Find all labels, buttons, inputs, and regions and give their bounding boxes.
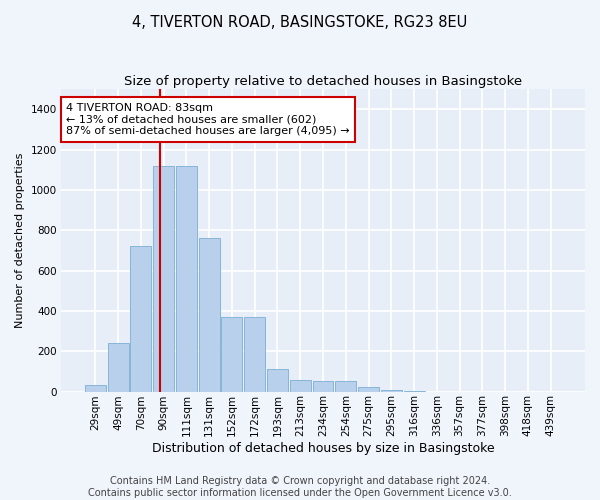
Bar [313,382,334,392]
X-axis label: Distribution of detached houses by size in Basingstoke: Distribution of detached houses by size … [152,442,494,455]
Bar [290,380,311,392]
Bar [107,343,128,392]
Bar [176,166,197,392]
Bar [381,390,402,392]
Bar [358,386,379,392]
Bar [199,238,220,392]
Bar [335,382,356,392]
Title: Size of property relative to detached houses in Basingstoke: Size of property relative to detached ho… [124,75,522,88]
Bar [153,166,174,392]
Bar [130,246,151,392]
Bar [221,317,242,392]
Y-axis label: Number of detached properties: Number of detached properties [15,152,25,328]
Bar [244,317,265,392]
Bar [267,370,288,392]
Text: Contains HM Land Registry data © Crown copyright and database right 2024.
Contai: Contains HM Land Registry data © Crown c… [88,476,512,498]
Bar [85,386,106,392]
Text: 4 TIVERTON ROAD: 83sqm
← 13% of detached houses are smaller (602)
87% of semi-de: 4 TIVERTON ROAD: 83sqm ← 13% of detached… [66,103,350,136]
Text: 4, TIVERTON ROAD, BASINGSTOKE, RG23 8EU: 4, TIVERTON ROAD, BASINGSTOKE, RG23 8EU [133,15,467,30]
Bar [404,390,425,392]
